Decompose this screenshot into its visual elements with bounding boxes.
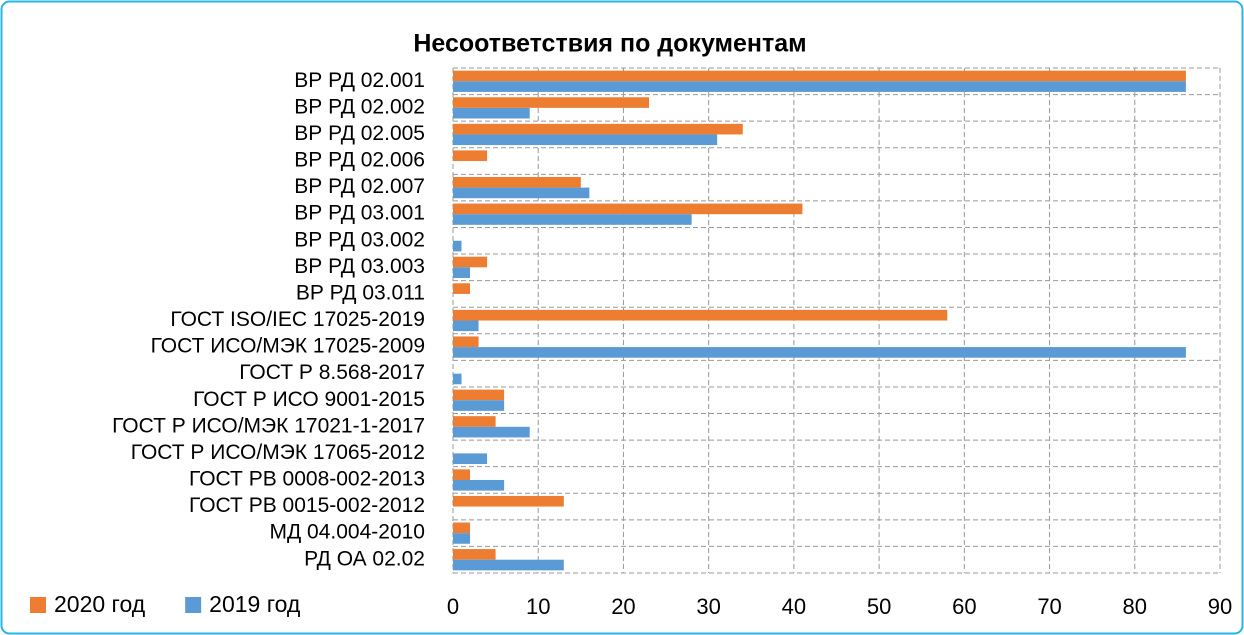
bar xyxy=(453,70,1186,82)
bar xyxy=(453,107,530,119)
bar xyxy=(453,176,581,188)
bar xyxy=(453,373,462,385)
bar xyxy=(453,347,1186,358)
y-tick-label: ВР РД 02.007 xyxy=(294,175,425,198)
bar xyxy=(453,336,479,348)
y-tick-label: ГОСТ РВ 0015-002-2012 xyxy=(189,494,425,517)
x-tick-label: 10 xyxy=(526,594,550,619)
bar xyxy=(453,283,471,294)
bar xyxy=(453,150,488,162)
bar xyxy=(453,400,505,411)
bar xyxy=(453,533,471,544)
y-tick-label: ВР РД 03.003 xyxy=(294,255,425,278)
x-tick-label: 70 xyxy=(1037,594,1061,619)
bar xyxy=(453,559,564,571)
bar xyxy=(453,479,505,491)
bar xyxy=(453,416,496,427)
bar xyxy=(453,469,471,480)
bar xyxy=(453,389,505,401)
legend-label: 2020 год xyxy=(54,591,146,617)
y-tick-label: ГОСТ ИСО/МЭК 17025-2009 xyxy=(151,335,425,358)
y-tick-label: ВР РД 03.011 xyxy=(296,281,425,304)
bar xyxy=(453,453,488,465)
x-tick-label: 60 xyxy=(952,594,976,619)
x-tick-label: 80 xyxy=(1123,594,1147,619)
x-tick-label: 40 xyxy=(782,594,806,619)
y-tick-label: ГОСТ Р ИСО 9001-2015 xyxy=(193,388,425,411)
y-tick-label: ВР РД 02.005 xyxy=(294,122,425,145)
legend-swatch xyxy=(30,597,46,613)
bar xyxy=(453,240,462,252)
y-tick-label: ГОСТ Р ИСО/МЭК 17021-1-2017 xyxy=(112,414,425,437)
y-tick-label: РД ОА 02.02 xyxy=(304,547,425,570)
bar xyxy=(453,97,650,108)
x-tick-label: 20 xyxy=(611,594,635,619)
bar xyxy=(453,549,496,560)
bar xyxy=(453,426,530,438)
bar xyxy=(453,256,488,268)
x-tick-label: 90 xyxy=(1208,594,1232,619)
legend-label: 2019 год xyxy=(209,591,301,617)
y-tick-label: ГОСТ Р ИСО/МЭК 17065-2012 xyxy=(131,441,425,464)
bar xyxy=(453,320,479,332)
x-tick-label: 0 xyxy=(447,594,459,619)
y-tick-label: ВР РД 03.002 xyxy=(294,228,425,251)
bar xyxy=(453,123,743,135)
bar xyxy=(453,522,471,534)
y-tick-label: ГОСТ Р 8.568-2017 xyxy=(239,361,425,384)
bar xyxy=(453,81,1186,92)
y-tick-label: ВР РД 03.001 xyxy=(294,202,425,225)
bar xyxy=(453,495,564,507)
chart-title: Несоответствия по документам xyxy=(413,30,806,58)
y-tick-label: ВР РД 02.006 xyxy=(294,149,425,172)
bar xyxy=(453,267,471,278)
legend-swatch xyxy=(185,597,202,613)
x-tick-label: 50 xyxy=(867,594,891,619)
y-tick-label: ГОСТ РВ 0008-002-2013 xyxy=(189,468,425,491)
bar xyxy=(453,134,718,146)
y-tick-label: МД 04.004-2010 xyxy=(270,521,426,544)
x-tick-label: 30 xyxy=(696,594,720,619)
y-tick-label: ГОСТ ISO/IEC 17025-2019 xyxy=(170,308,425,331)
bar xyxy=(453,309,948,321)
y-tick-label: ВР РД 02.002 xyxy=(294,95,425,118)
bar xyxy=(453,187,590,199)
bar xyxy=(453,203,803,215)
bar xyxy=(453,214,692,225)
y-tick-label: ВР РД 02.001 xyxy=(294,69,425,92)
